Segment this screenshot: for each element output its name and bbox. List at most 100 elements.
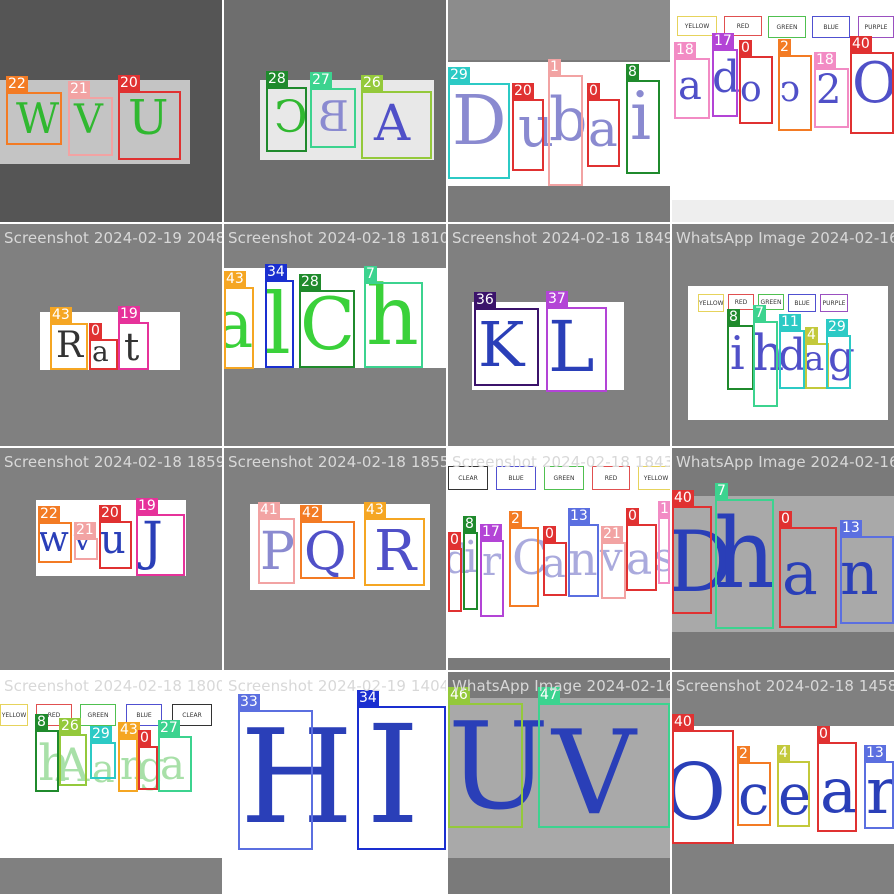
detection-box: 2 (509, 511, 539, 607)
handwritten-letter: a (160, 740, 186, 789)
color-button: RED (592, 466, 630, 490)
detection-class-label: 34 (265, 264, 287, 281)
detection-box: 20 (512, 83, 544, 171)
tile-filename-title: Screenshot 2024-02-18 185957.png (4, 453, 222, 471)
detection-box: 17 (712, 33, 738, 117)
color-button: BLUE (788, 294, 816, 312)
detection-box: 17 (480, 524, 504, 617)
detection-class-label: 18 (814, 52, 836, 69)
tile-filename-title: WhatsApp Image 2024-02-16 (676, 453, 894, 471)
detection-class-label: 8 (35, 714, 48, 731)
detection-class-label: 43 (50, 307, 72, 324)
detection-box: 42 (300, 505, 355, 579)
detection-box: 43 (364, 502, 425, 586)
detection-class-label: 1 (658, 501, 670, 518)
detection-class-label: 0 (543, 526, 556, 543)
handwritten-letter: a (804, 339, 825, 379)
handwritten-letter: D (672, 513, 734, 611)
detection-box: 36 (474, 292, 539, 386)
detection-class-label: 46 (448, 687, 470, 704)
color-button: YELLOW (0, 704, 28, 726)
tile-filename-title: WhatsApp Image 2024-02-16 at 14.40.48 P (452, 677, 670, 695)
detection-box: 22 (6, 76, 62, 145)
detection-class-label: 7 (753, 305, 766, 322)
detection-class-label: 22 (6, 76, 28, 93)
detection-class-label: 2 (778, 39, 791, 56)
detection-box: 13 (840, 520, 894, 624)
color-button: YELLOW (677, 16, 717, 36)
detection-box: 20 (99, 505, 132, 569)
detection-box: 7 (364, 266, 423, 368)
detection-class-label: 19 (118, 306, 140, 323)
detection-box: 40 (850, 36, 894, 134)
tile-filename-title: WhatsApp Image 2024-02-16 (676, 229, 894, 247)
detection-box: 40 (672, 714, 734, 844)
color-button: GREEN (768, 16, 806, 38)
detection-box: 0 (448, 532, 462, 612)
detection-box: 4 (805, 327, 829, 389)
handwritten-letter: d (712, 52, 741, 103)
handwritten-letter: n (568, 532, 598, 586)
detection-box: 29 (90, 726, 116, 779)
detection-class-label: 28 (266, 71, 288, 88)
handwritten-letter: V (74, 97, 103, 143)
detection-box: 18 (674, 42, 710, 119)
detection-class-label: 4 (805, 327, 818, 344)
color-button: CLEAR (448, 466, 488, 490)
mosaic-tile: W V U 22 21 20 (0, 0, 222, 222)
detection-box: 0 (138, 730, 158, 790)
detection-box: 27 (158, 720, 192, 792)
detection-class-label: 34 (357, 690, 379, 707)
handwritten-letter: A (374, 94, 411, 152)
handwritten-letter: e (778, 763, 812, 828)
detection-box: 43 (118, 722, 140, 792)
handwritten-letter: o (740, 69, 762, 110)
detection-box: 2 (778, 39, 812, 131)
detection-class-label: 40 (672, 490, 694, 507)
handwritten-letter: d (778, 330, 807, 381)
detection-box: 0 (817, 726, 857, 832)
handwritten-letter: O (672, 748, 726, 838)
handwritten-letter: r (866, 755, 894, 829)
color-button: GREEN (544, 466, 584, 490)
detection-class-label: 27 (158, 720, 180, 737)
detection-box: 11 (779, 314, 805, 389)
detection-class-label: 1 (548, 59, 561, 76)
handwritten-letter: a (678, 63, 702, 109)
detection-box: 1 (658, 501, 670, 584)
canvas-paper-region (448, 0, 670, 60)
tile-filename-title: Screenshot 2024-02-18 184302.png (452, 453, 670, 471)
handwritten-letter: n (840, 539, 879, 609)
handwritten-letter: Q (304, 522, 347, 582)
tile-filename-title: Screenshot 2024-02-19 140451.png (228, 677, 446, 695)
handwritten-letter: V (552, 706, 636, 841)
detection-class-label: 20 (512, 83, 534, 100)
handwritten-letter: J (142, 512, 163, 572)
handwritten-letter: O (852, 51, 894, 116)
handwritten-letter: h (366, 269, 419, 364)
detection-box: 19 (118, 306, 149, 370)
detection-class-label: 43 (224, 271, 246, 288)
handwritten-letter: W (16, 94, 60, 143)
handwritten-letter: 2 (816, 67, 842, 113)
detection-box: 19 (136, 498, 185, 576)
detection-class-label: 29 (90, 726, 112, 743)
handwritten-letter: i (464, 532, 479, 583)
handwritten-letter: a (782, 539, 818, 609)
detection-class-label: 41 (258, 502, 280, 519)
detection-box: 4 (777, 745, 810, 827)
detection-class-label: 8 (463, 516, 476, 533)
handwritten-letter: C (512, 530, 549, 586)
detection-box: 43 (224, 271, 254, 369)
handwritten-letter: K (478, 308, 525, 381)
detection-class-label: 17 (712, 33, 734, 50)
detection-box: 21 (68, 81, 113, 156)
detection-class-label: 0 (587, 83, 600, 100)
handwritten-letter: a (92, 335, 109, 368)
color-button: PURPLE (820, 294, 848, 312)
